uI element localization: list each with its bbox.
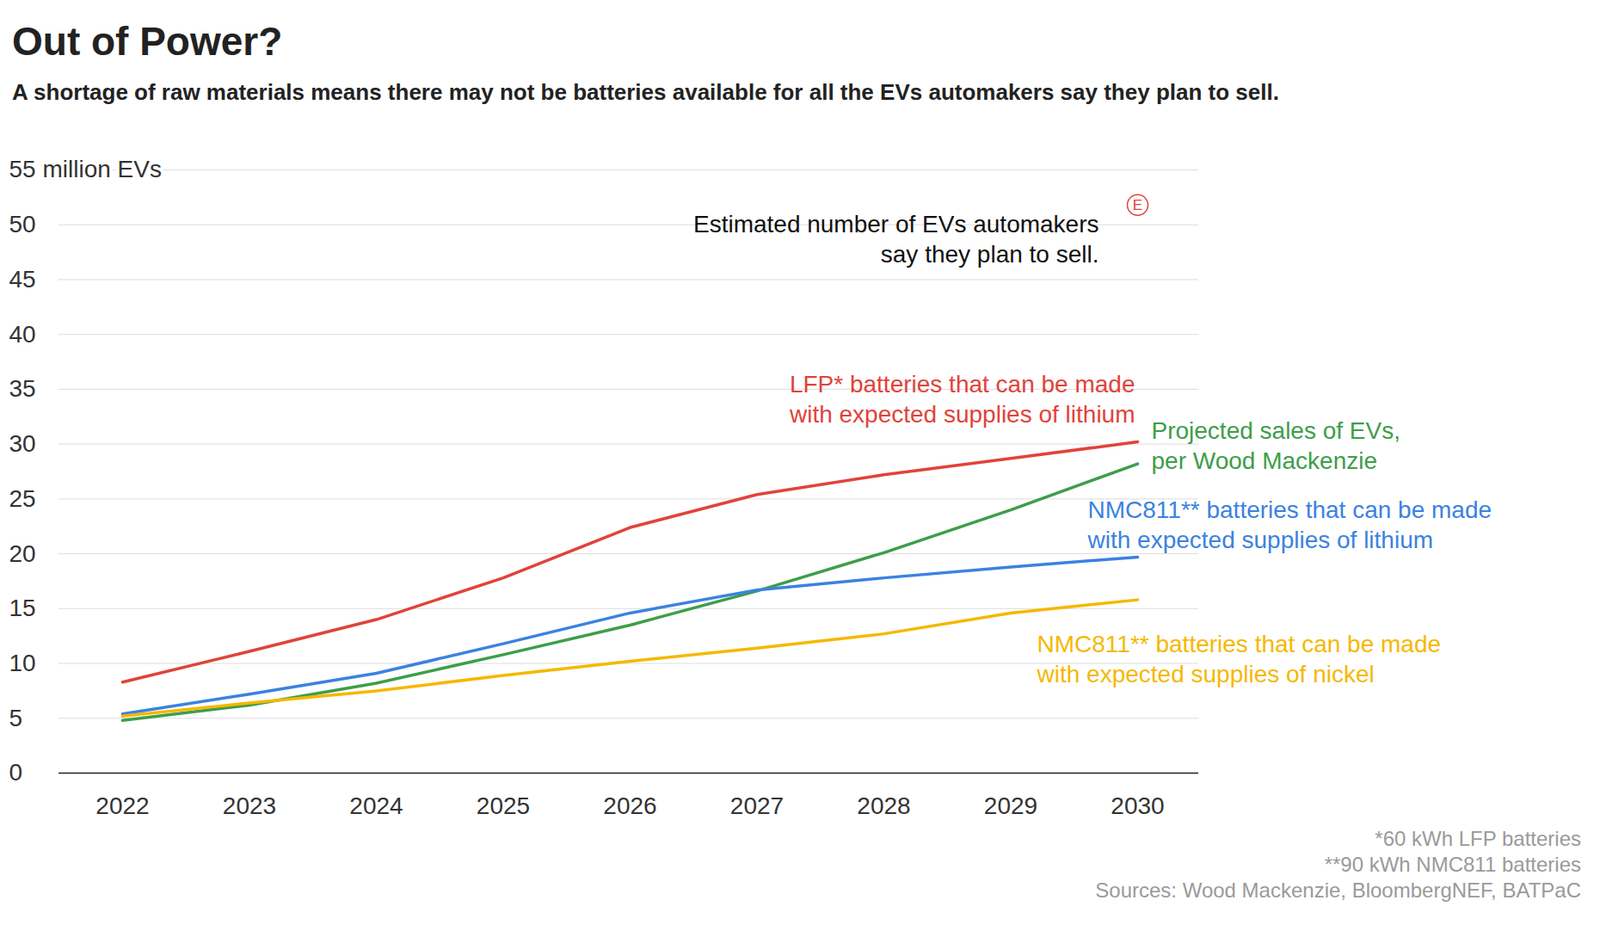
svg-text:50: 50 [9,210,37,238]
svg-text:E: E [1132,196,1143,214]
svg-text:2022: 2022 [95,792,149,819]
html-text:**90 kWh NMC811 batteries: **90 kWh NMC811 batteries [1324,852,1582,876]
svg-text:Projected sales of EVs,per Woo: Projected sales of EVs,per Wood Mackenzi… [1151,417,1401,474]
html-text:A shortage of raw materials me: A shortage of raw materials means there … [12,79,1280,105]
svg-text:0: 0 [9,758,24,786]
svg-text:Estimated number of EVs automa: Estimated number of EVs automakerssay th… [693,210,1100,268]
svg-text:2029: 2029 [984,792,1038,819]
svg-text:2024: 2024 [349,792,403,819]
html-text:*60 kWh LFP batteries: *60 kWh LFP batteries [1374,826,1582,850]
svg-text:2025: 2025 [476,792,530,819]
svg-text:5: 5 [9,704,24,732]
svg-text:10: 10 [9,649,37,677]
svg-text:2027: 2027 [730,792,784,819]
svg-text:15: 15 [9,594,37,622]
svg-text:25: 25 [9,485,37,512]
svg-text:20: 20 [9,540,37,567]
svg-text:2026: 2026 [603,792,657,819]
svg-text:2023: 2023 [222,792,277,819]
html-text:Sources: Wood Mackenzie, Bloom: Sources: Wood Mackenzie, BloombergNEF, B… [1095,878,1582,902]
svg-text:LFP* batteries that can be mad: LFP* batteries that can be madewith expe… [788,370,1136,428]
svg-text:30: 30 [9,430,37,457]
svg-text:2030: 2030 [1110,792,1164,819]
svg-text:45: 45 [9,265,37,293]
svg-text:NMC811** batteries that can be: NMC811** batteries that can be madewith … [1087,496,1493,554]
svg-text:NMC811** batteries that can be: NMC811** batteries that can be madewith … [1036,630,1442,688]
html-text:Out of Power?: Out of Power? [12,18,283,64]
svg-text:2028: 2028 [856,792,911,819]
svg-text:35: 35 [9,375,37,402]
svg-text:55 million EVs: 55 million EVs [9,155,162,183]
svg-text:40: 40 [9,320,37,348]
